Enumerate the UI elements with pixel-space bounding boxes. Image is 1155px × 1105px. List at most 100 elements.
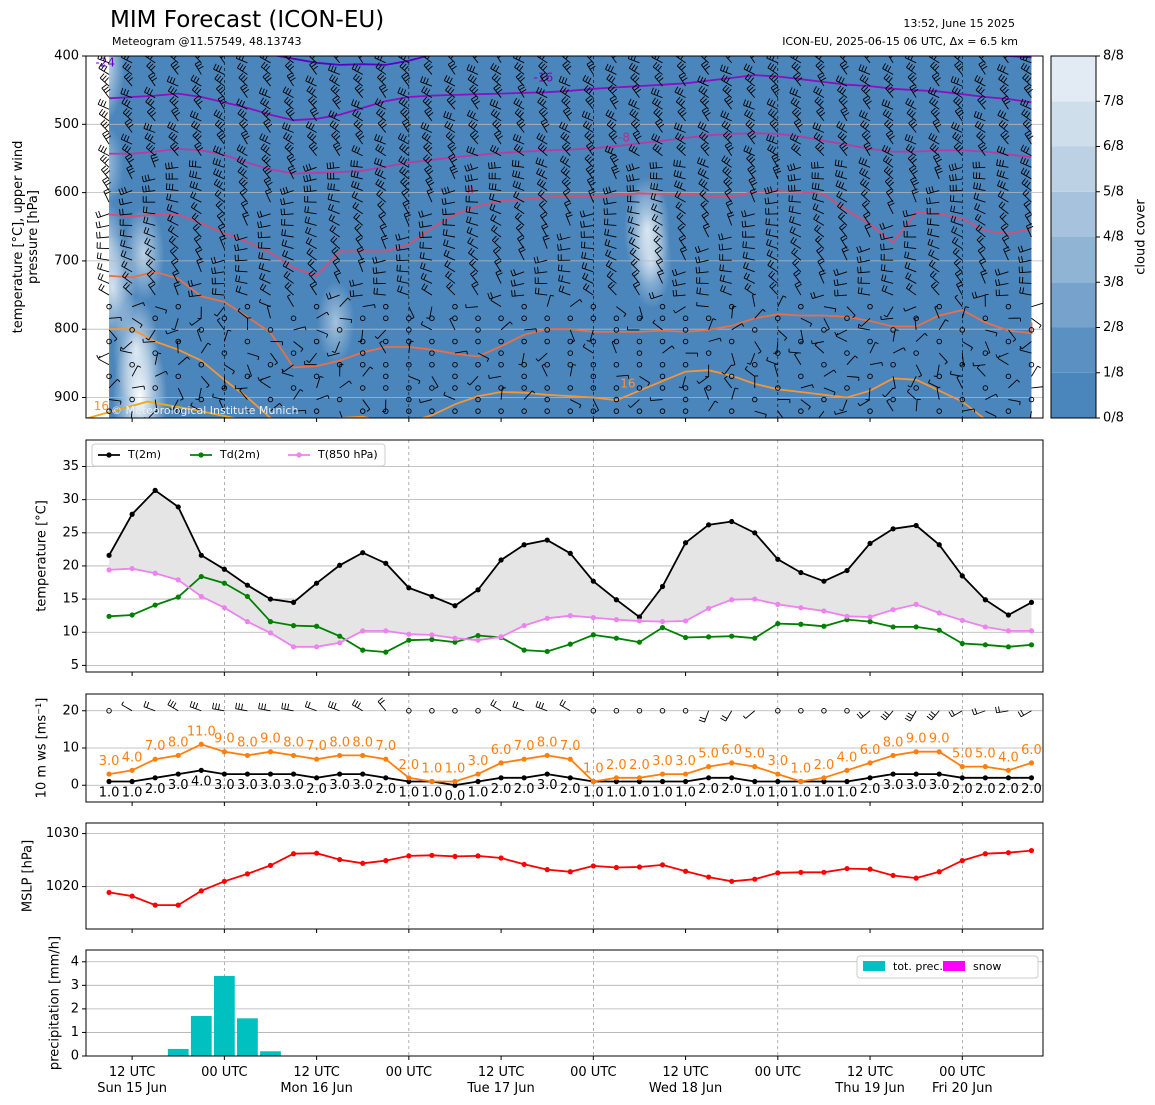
wind-barb xyxy=(290,350,297,356)
wind-barb xyxy=(400,177,410,191)
data-point xyxy=(844,767,850,773)
wind-barb xyxy=(101,84,111,98)
wind-barb xyxy=(655,118,665,133)
wind-barb xyxy=(283,132,294,145)
wind-barb xyxy=(399,143,410,157)
wind-barb xyxy=(675,56,686,64)
wind-barb xyxy=(628,144,640,157)
wind-barb xyxy=(213,109,225,122)
wind-barb xyxy=(580,220,594,228)
tick-label: 4 xyxy=(71,954,79,969)
wind-value-label: 1.0 xyxy=(675,786,696,801)
wind-barb xyxy=(165,162,179,170)
data-point xyxy=(244,771,251,777)
data-point xyxy=(244,619,251,625)
data-point xyxy=(152,756,158,762)
data-point xyxy=(290,623,297,629)
wind-barb xyxy=(166,75,179,87)
wind-barb xyxy=(190,191,202,203)
data-point xyxy=(521,647,527,653)
wind-barb xyxy=(304,195,317,203)
wind-barb xyxy=(233,233,248,241)
wind-barb xyxy=(567,315,574,322)
cloud-patch xyxy=(86,123,125,208)
wind-barb xyxy=(586,329,594,342)
wind-barb xyxy=(743,63,755,75)
data-point xyxy=(429,632,435,638)
gust-value-label: 5.0 xyxy=(698,747,719,762)
legend-label: T(850 hPa) xyxy=(317,448,378,461)
wind-barb xyxy=(590,385,597,391)
wind-barb xyxy=(536,167,548,180)
wind-barb xyxy=(721,120,732,133)
wind-barb xyxy=(744,109,755,122)
wind-barb xyxy=(719,274,732,284)
wind-barb xyxy=(261,154,271,168)
data-point xyxy=(521,775,527,781)
wind-barb xyxy=(724,375,733,389)
wind-barb xyxy=(211,277,225,285)
wind-barb xyxy=(167,225,179,238)
wind-barb xyxy=(422,96,433,110)
data-point xyxy=(590,615,596,621)
wind-barb xyxy=(466,145,479,157)
wind-barb xyxy=(304,361,317,366)
wind-barb xyxy=(263,118,273,133)
wind-barb xyxy=(562,60,572,75)
wind-barb xyxy=(659,361,666,368)
wind-barb xyxy=(247,352,260,361)
data-point xyxy=(682,634,689,641)
wind-barb xyxy=(200,376,210,389)
wind-barb xyxy=(491,235,502,249)
data-point xyxy=(106,889,112,896)
data-point xyxy=(867,760,873,766)
data-point xyxy=(106,778,112,785)
data-point xyxy=(613,864,619,871)
data-point xyxy=(752,635,758,641)
wind-barb xyxy=(579,210,594,218)
panel-ylabel: MSLP [hPa] xyxy=(21,840,36,912)
wind-barb xyxy=(281,229,294,238)
wind-barb xyxy=(475,396,481,403)
wind-barb xyxy=(536,56,548,64)
wind-barb xyxy=(211,267,225,275)
data-point xyxy=(682,618,689,624)
data-point xyxy=(821,608,827,614)
wind-value-label: 2.0 xyxy=(860,782,881,797)
wind-barb xyxy=(537,189,548,203)
wind-barb xyxy=(120,133,133,145)
wind-barb xyxy=(362,399,371,412)
data-point xyxy=(498,855,504,861)
wind-barb xyxy=(309,281,317,296)
data-point xyxy=(221,580,227,586)
data-point xyxy=(198,552,204,558)
wind-barb xyxy=(270,402,283,412)
wind-barb xyxy=(521,408,527,414)
wind-barb xyxy=(746,154,756,168)
wind-barb xyxy=(695,256,709,264)
wind-barb xyxy=(651,133,663,145)
wind-barb xyxy=(379,223,387,238)
wind-barb xyxy=(421,86,433,99)
wind-barb xyxy=(306,352,317,363)
wind-barb xyxy=(398,155,410,168)
wind-barb xyxy=(281,369,294,377)
wind-barb xyxy=(406,408,412,414)
precip-bar xyxy=(260,1051,281,1056)
wind-barb xyxy=(444,120,456,133)
wind-barb xyxy=(702,223,711,238)
wind-barb xyxy=(333,269,342,284)
wind-barb xyxy=(306,85,317,99)
wind-barb xyxy=(521,338,527,345)
wind-barb xyxy=(584,154,594,168)
wind-barb xyxy=(375,144,387,157)
wind-barb xyxy=(627,205,640,215)
data-point xyxy=(590,778,596,785)
data-point xyxy=(475,637,481,643)
data-point xyxy=(590,578,596,584)
wind-barb xyxy=(168,131,179,145)
wind-barb xyxy=(544,327,550,333)
wind-barb xyxy=(524,328,537,333)
data-point xyxy=(844,865,850,872)
wind-barb xyxy=(285,107,295,122)
